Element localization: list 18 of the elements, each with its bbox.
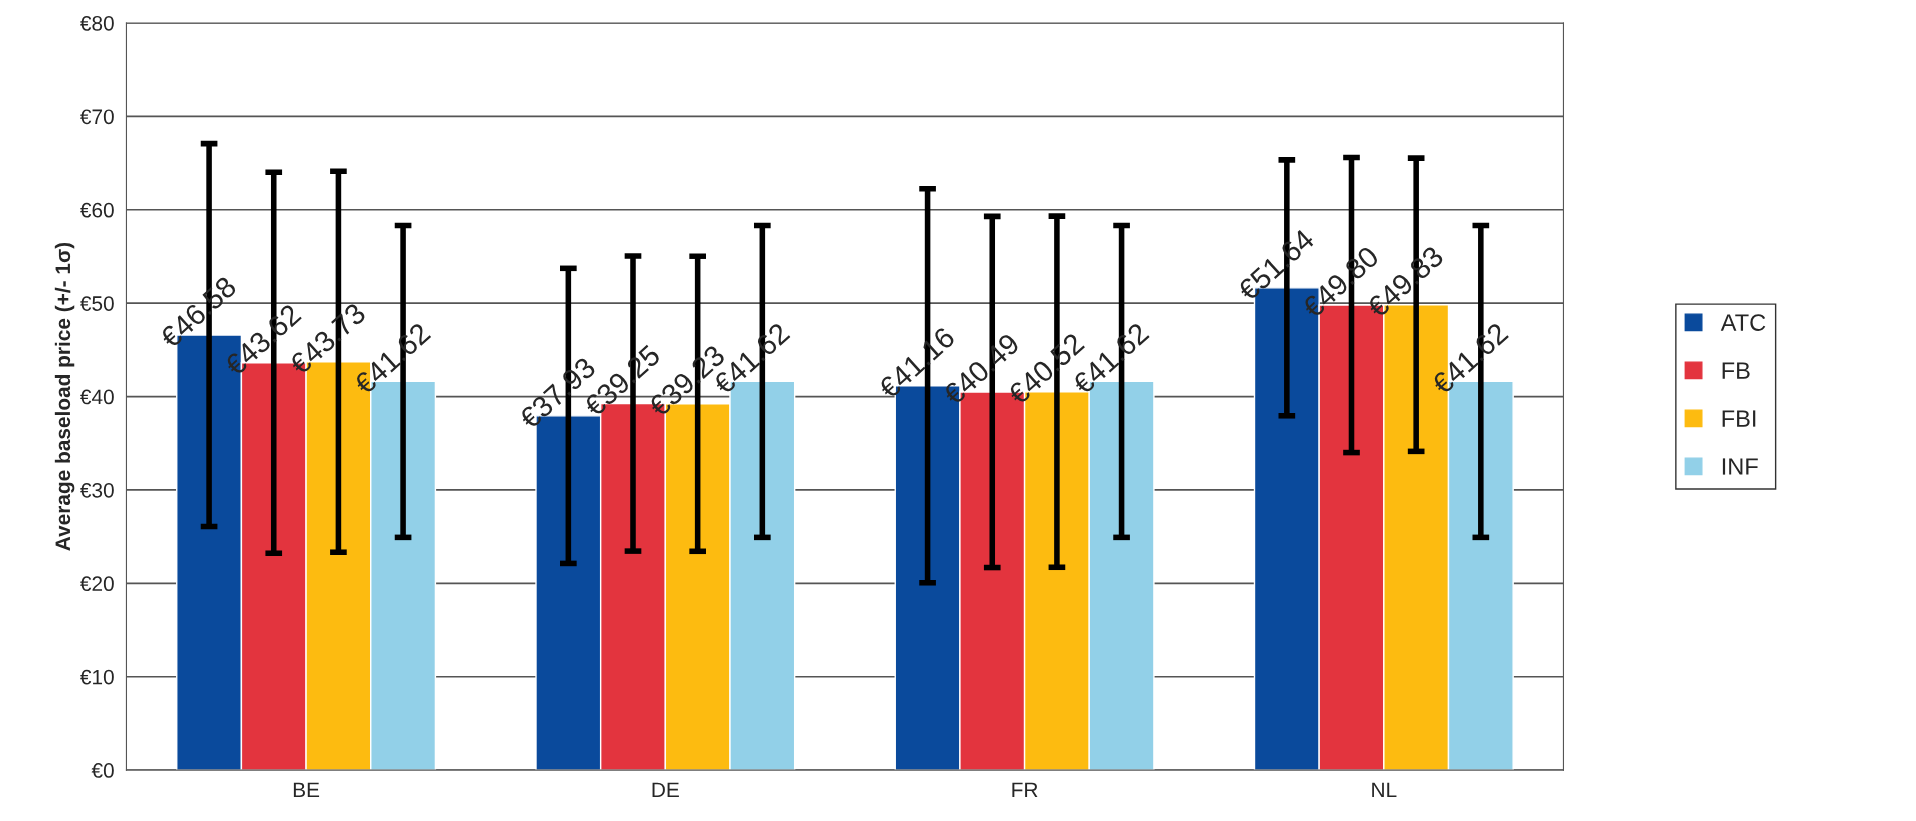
y-tick-label: €40 [80,389,114,405]
y-tick-label: €80 [80,15,114,31]
legend-label: FB [1722,362,1750,379]
y-axis-title: Average baseload price (+/- 1σ) [54,242,75,551]
y-tick-label: €30 [80,482,114,498]
y-tick-label: €0 [91,763,114,778]
legend-label: FBI [1722,410,1756,427]
y-tick-label: €60 [80,202,114,218]
x-tick-label: DE [652,782,679,797]
y-tick-label: €50 [80,296,114,311]
legend-label: ATC [1720,314,1766,331]
y-tick-label: €70 [80,109,114,125]
y-tick-label: €20 [80,576,114,592]
x-tick-label: NL [1372,782,1397,797]
legend-label: INF [1722,458,1758,475]
x-tick-label: BE [293,782,320,797]
x-tick-label: FR [1012,782,1038,797]
y-tick-label: €10 [80,669,114,685]
